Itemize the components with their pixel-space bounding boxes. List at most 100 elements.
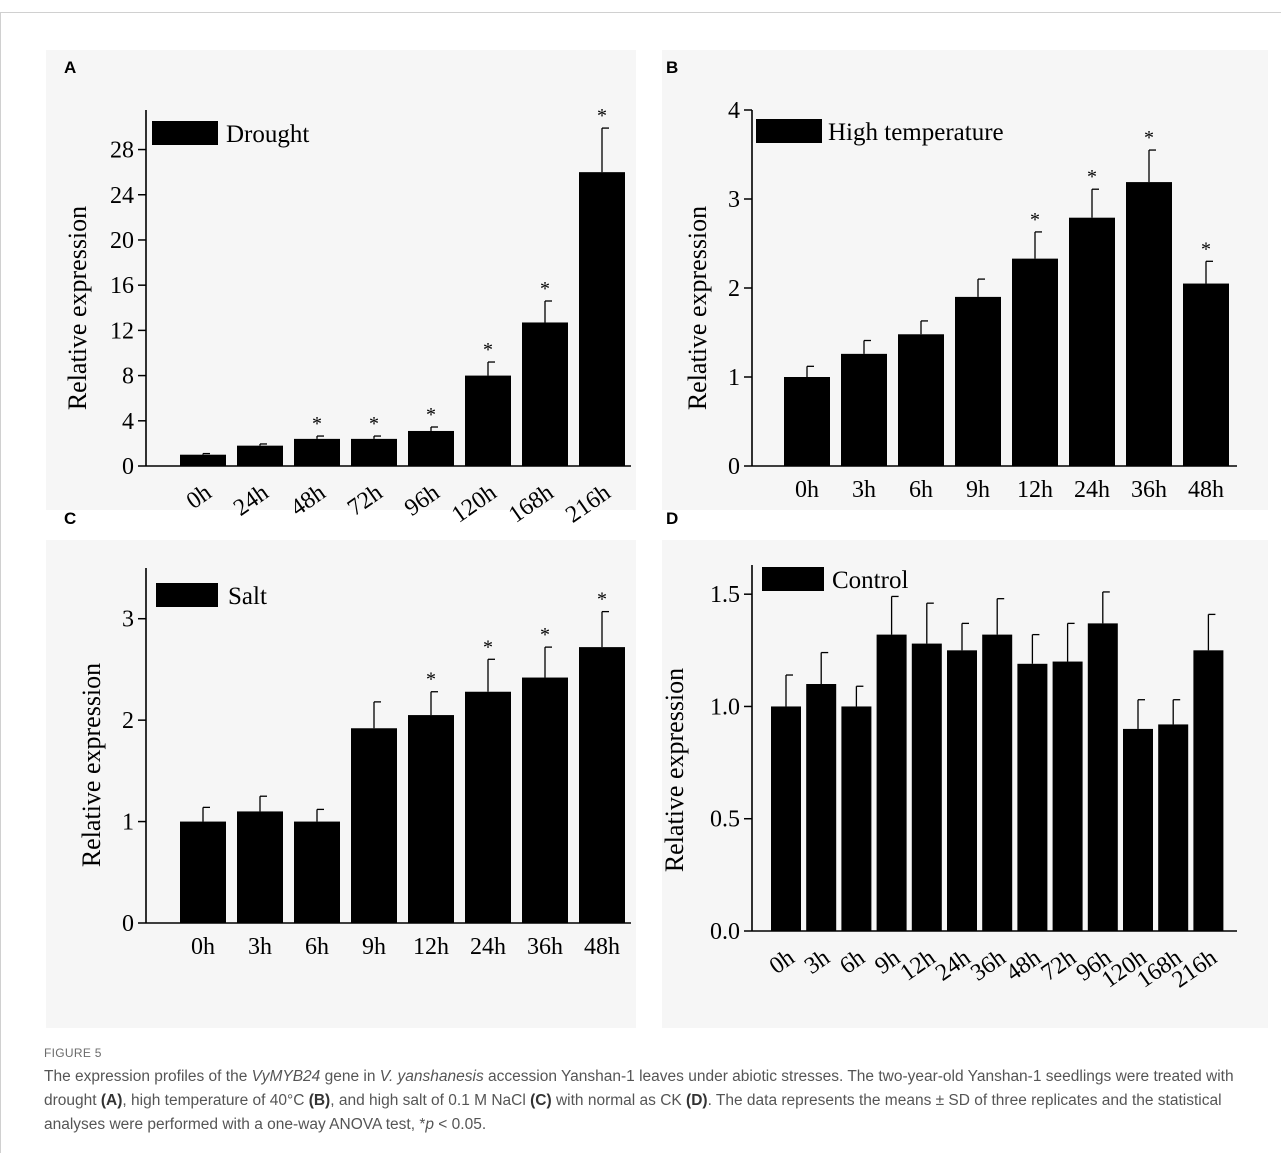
significance-marker: * [540, 624, 550, 646]
chart-panel-b: B 0 1 2 3 4 Relative expression High temperatur… [662, 50, 1268, 510]
y-tick-label: 4 [122, 409, 134, 435]
significance-marker: * [1030, 209, 1040, 231]
y-tick-label: 16 [110, 273, 134, 299]
caption-part: < 0.05. [434, 1116, 487, 1133]
significance-marker: * [540, 278, 550, 300]
bar [841, 353, 887, 466]
y-tick-label: 1 [122, 810, 134, 836]
x-tick-label: 12h [413, 934, 449, 960]
legend-swatch [156, 583, 218, 607]
y-tick-label: 24 [110, 183, 134, 209]
bar [1017, 663, 1048, 931]
x-tick-label: 6h [909, 477, 933, 503]
y-tick-label: 4 [728, 98, 740, 124]
legend-swatch [762, 567, 824, 591]
significance-marker: * [312, 413, 322, 435]
y-tick-label: 2 [122, 708, 134, 734]
bar [1069, 217, 1115, 466]
bar [1158, 724, 1189, 931]
caption-part: , high temperature of 40°C [122, 1092, 309, 1109]
x-tick-label: 0h [795, 477, 819, 503]
bar [876, 634, 907, 931]
caption-part: accession Yanshan-1 leaves under abiotic… [44, 1068, 1234, 1109]
significance-marker: * [426, 404, 436, 426]
y-tick-label: 1.0 [710, 694, 740, 720]
significance-marker: * [426, 669, 436, 691]
legend-label: High temperature [828, 119, 1004, 146]
bar [911, 643, 942, 931]
x-tick-label: 36h [1131, 477, 1167, 503]
caption-part: (B) [308, 1092, 331, 1109]
caption-part: The expression profiles of the [44, 1068, 252, 1085]
caption-part: (D) [686, 1092, 708, 1109]
x-tick-label: 9h [362, 934, 386, 960]
bar [408, 715, 454, 923]
x-tick-label: 9h [966, 477, 990, 503]
bar [579, 647, 625, 923]
y-tick-label: 8 [122, 364, 134, 390]
bar [947, 650, 977, 931]
y-tick-label: 28 [110, 138, 134, 164]
x-tick-label: 24h [470, 934, 506, 960]
significance-marker: * [1201, 238, 1211, 260]
significance-marker: * [369, 413, 379, 435]
chart-panel-a: A 0 4 8 12 16 20 24 28 Relative expression Drought… [46, 50, 636, 528]
legend-swatch [756, 119, 822, 143]
x-tick-label: 6h [305, 934, 329, 960]
bar [1087, 623, 1118, 931]
panel-letter: C [64, 509, 76, 528]
bar [1183, 283, 1229, 466]
significance-marker: * [1144, 127, 1154, 149]
bar [806, 684, 837, 931]
y-tick-label: 1 [728, 365, 740, 391]
figure-frame [0, 12, 1281, 1153]
bar [465, 375, 511, 466]
bar [294, 821, 340, 923]
bar [898, 334, 944, 466]
bar [408, 430, 454, 466]
panel-letter: D [666, 509, 678, 528]
panel-letter: A [64, 58, 76, 77]
x-tick-label: 48h [1188, 477, 1224, 503]
x-tick-label: 3h [852, 477, 876, 503]
bar [1126, 182, 1172, 466]
x-tick-label: 3h [248, 934, 272, 960]
y-tick-label: 0.5 [710, 807, 740, 833]
legend-label: Control [832, 567, 908, 594]
significance-marker: * [483, 636, 493, 658]
caption-part: (C) [530, 1092, 552, 1109]
caption-text: The expression profiles of the VyMYB24 g… [44, 1065, 1269, 1137]
y-tick-label: 1.5 [710, 582, 740, 608]
figure-caption: FIGURE 5 The expression profiles of the … [44, 1046, 1269, 1137]
x-tick-label: 48h [584, 934, 620, 960]
y-tick-label: 2 [728, 276, 740, 302]
x-tick-label: 0h [191, 934, 215, 960]
caption-part: , and high salt of 0.1 M NaCl [330, 1092, 531, 1109]
bar [771, 706, 801, 931]
y-axis-title: Relative expression [77, 663, 106, 867]
caption-part: with normal as CK [551, 1092, 687, 1109]
significance-marker: * [1087, 166, 1097, 188]
bar [1012, 258, 1058, 466]
bar [237, 445, 283, 466]
figure-label: FIGURE 5 [44, 1046, 102, 1060]
y-tick-label: 0.0 [710, 919, 740, 945]
bar [784, 377, 830, 466]
bar [237, 811, 283, 923]
significance-marker: * [597, 589, 607, 611]
bar [351, 728, 397, 923]
bar [465, 691, 511, 923]
legend-label: Salt [228, 583, 267, 610]
y-tick-label: 3 [728, 187, 740, 213]
legend-swatch [152, 121, 218, 145]
y-axis-title: Relative expression [660, 668, 689, 872]
caption-part: (A) [100, 1092, 123, 1109]
panel-letter: B [666, 58, 678, 77]
bar [1123, 728, 1153, 931]
bar [955, 296, 1001, 466]
bar [1052, 661, 1083, 931]
caption-part: V. yanshanesis [379, 1068, 484, 1085]
bar [1193, 650, 1224, 931]
